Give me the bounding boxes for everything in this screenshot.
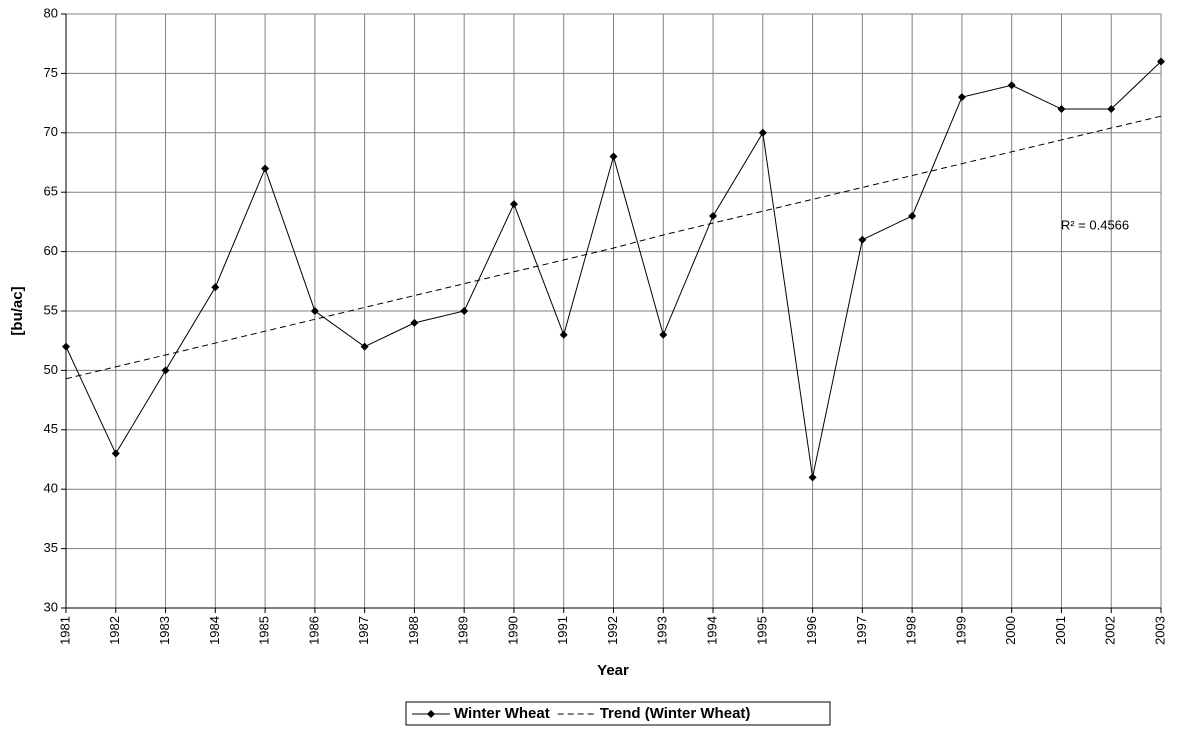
data-point	[709, 211, 718, 220]
x-axis-title: Year	[597, 662, 629, 679]
data-point	[858, 235, 867, 244]
x-tick-label: 1993	[655, 616, 670, 645]
x-tick-label: 1992	[605, 616, 620, 645]
data-point	[1007, 81, 1016, 90]
data-point	[1057, 105, 1066, 114]
x-tick-label: 2003	[1152, 616, 1167, 645]
x-tick-label: 1983	[157, 616, 172, 645]
x-tick-label: 1994	[704, 616, 719, 645]
data-point	[659, 330, 668, 339]
y-axis-title: [bu/ac]	[9, 286, 26, 335]
data-point	[509, 200, 518, 209]
data-point	[211, 283, 220, 292]
data-point	[460, 307, 469, 315]
x-tick-label: 1982	[107, 616, 122, 645]
y-tick-label: 80	[44, 5, 58, 20]
y-tick-label: 55	[44, 302, 58, 317]
legend-label: Winter Wheat	[454, 705, 550, 722]
x-tick-label: 1986	[306, 616, 321, 645]
annotation: R² = 0.4566	[1061, 217, 1129, 232]
y-tick-label: 75	[44, 65, 58, 80]
x-tick-label: 1999	[953, 616, 968, 645]
x-tick-label: 1989	[456, 616, 471, 645]
x-tick-label: 2000	[1003, 616, 1018, 645]
y-tick-label: 40	[44, 481, 58, 496]
data-point	[360, 342, 369, 351]
data-point	[1107, 105, 1116, 114]
data-point	[310, 307, 319, 315]
x-tick-label: 2001	[1053, 616, 1068, 645]
data-point	[161, 366, 170, 375]
y-tick-label: 70	[44, 124, 58, 139]
y-tick-label: 30	[44, 599, 58, 614]
data-point	[908, 211, 917, 220]
x-tick-label: 2002	[1103, 616, 1118, 645]
data-point	[111, 449, 120, 458]
legend-label: Trend (Winter Wheat)	[600, 705, 751, 722]
x-tick-label: 1984	[207, 616, 222, 645]
series-line	[65, 115, 1162, 380]
legend-marker	[427, 710, 435, 718]
x-tick-label: 1990	[505, 616, 520, 645]
data-point	[410, 318, 419, 327]
y-tick-label: 35	[44, 540, 58, 555]
x-tick-label: 1991	[555, 616, 570, 645]
y-tick-label: 65	[44, 184, 58, 199]
x-tick-label: 1988	[406, 616, 421, 645]
x-tick-label: 1996	[804, 616, 819, 645]
data-point	[808, 473, 817, 482]
data-point	[758, 128, 767, 137]
data-point	[1157, 57, 1165, 66]
data-point	[609, 152, 618, 161]
data-point	[957, 93, 966, 102]
x-tick-label: 1998	[904, 616, 919, 645]
y-tick-label: 60	[44, 243, 58, 258]
x-tick-label: 1997	[854, 616, 869, 645]
data-point	[62, 342, 70, 351]
data-point	[261, 164, 270, 173]
legend-box	[405, 701, 831, 726]
x-tick-label: 1987	[356, 616, 371, 645]
y-tick-label: 50	[44, 362, 58, 377]
x-tick-label: 1985	[257, 616, 272, 645]
data-point	[559, 330, 568, 339]
x-tick-label: 1995	[754, 616, 769, 645]
y-tick-label: 45	[44, 421, 58, 436]
x-tick-label: 1981	[57, 616, 72, 645]
